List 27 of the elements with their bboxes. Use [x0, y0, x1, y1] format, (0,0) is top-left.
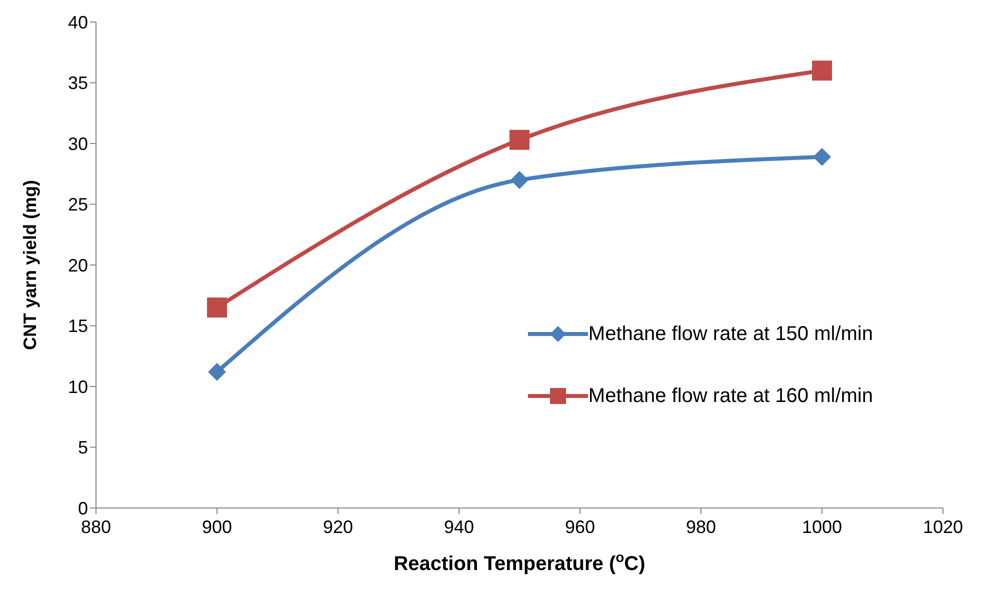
legend-label: Methane flow rate at 160 ml/min: [588, 384, 873, 408]
point: [207, 298, 227, 318]
y-axis-title: CNT yarn yield (mg): [20, 180, 40, 350]
y-tick-label: 25: [68, 194, 88, 215]
point: [510, 130, 530, 150]
x-tick-label: 920: [322, 516, 354, 537]
y-tick-label: 40: [68, 12, 88, 32]
x-tick-label: 900: [202, 516, 232, 537]
point: [510, 170, 528, 189]
x-tick-label: 880: [80, 516, 112, 537]
x-tick-label: 940: [444, 516, 474, 537]
point: [208, 362, 226, 381]
y-tick-label: 5: [78, 438, 88, 458]
x-tick-label: 1020: [922, 516, 964, 537]
y-tick-label: 15: [68, 316, 88, 336]
y-tick-label: 35: [68, 73, 88, 94]
x-tick-label: 1000: [802, 516, 842, 537]
y-tick-label: 30: [68, 134, 88, 154]
x-axis-title: Reaction Temperature ($^{o}$C): [394, 549, 646, 575]
x-tick-label: 980: [686, 516, 716, 537]
x-tick-label: 960: [564, 516, 596, 537]
y-tick-label: 0: [78, 498, 88, 518]
y-tick-label: 20: [68, 255, 88, 276]
y-tick-label: 10: [68, 376, 88, 397]
point: [813, 148, 831, 166]
point: [812, 60, 832, 81]
legend-label: Methane flow rate at 150 ml/min: [588, 322, 873, 346]
